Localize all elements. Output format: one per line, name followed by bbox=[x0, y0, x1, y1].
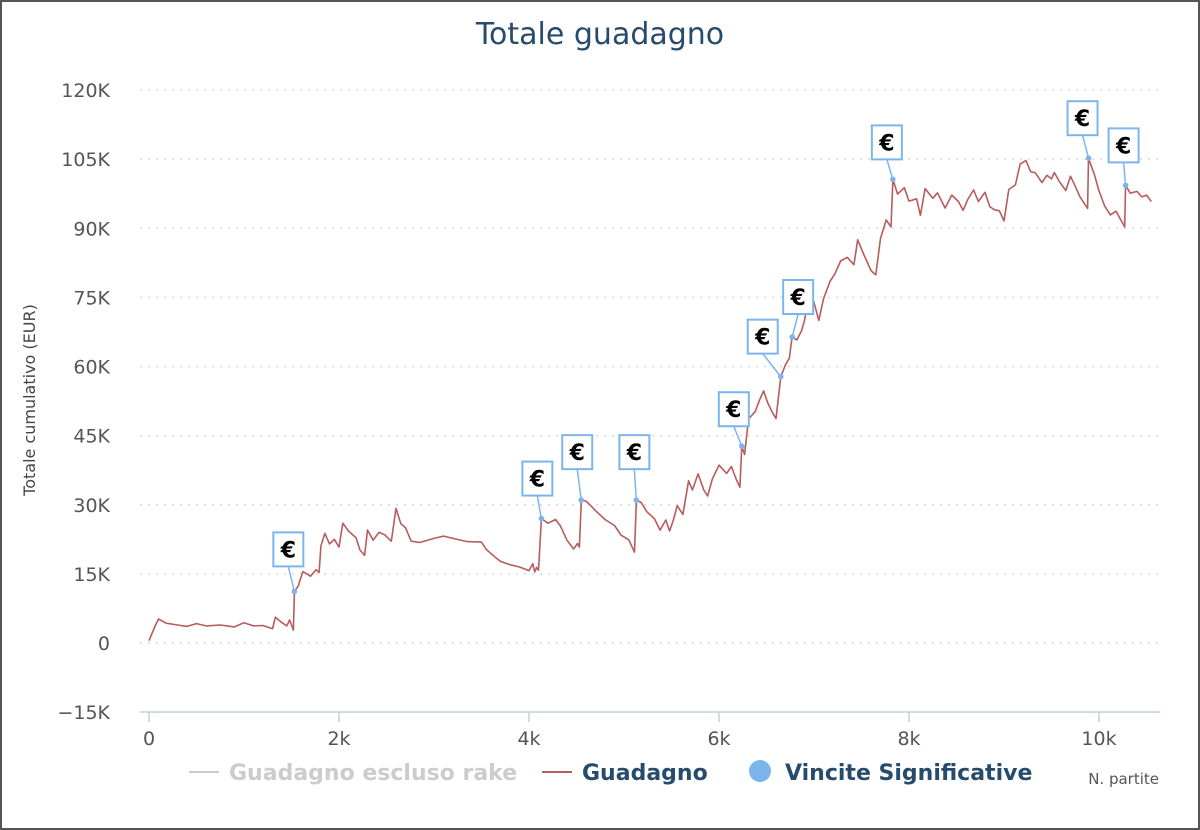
flag-point bbox=[890, 176, 896, 183]
y-tick-label: −15K bbox=[57, 702, 110, 724]
flag-point bbox=[1085, 155, 1092, 162]
flag-box bbox=[521, 460, 554, 497]
flag-box bbox=[618, 434, 651, 471]
x-tick-label: 2k bbox=[327, 728, 350, 750]
flag-box bbox=[1107, 127, 1140, 164]
legend-item-vincite[interactable]: Vincite Significative bbox=[749, 760, 1032, 786]
flag-stem bbox=[733, 425, 743, 447]
flag-box bbox=[561, 434, 594, 471]
y-tick-label: 45K bbox=[73, 426, 110, 448]
series-line-guadagno bbox=[148, 157, 1152, 642]
flag-marker[interactable]: € bbox=[870, 124, 903, 183]
legend-label-guadagno: Guadagno bbox=[582, 761, 708, 786]
flag-marker[interactable]: € bbox=[717, 391, 750, 450]
flag-point bbox=[538, 515, 545, 522]
flag-box bbox=[782, 279, 815, 316]
flag-label: € bbox=[569, 441, 585, 466]
flag-label: € bbox=[280, 538, 296, 563]
y-tick-label: 60K bbox=[73, 357, 110, 379]
series-layer bbox=[148, 157, 1152, 642]
flag-marker[interactable]: € bbox=[1107, 127, 1140, 189]
flag-stem bbox=[287, 566, 296, 592]
flag-marker[interactable]: € bbox=[746, 318, 784, 380]
flag-box bbox=[272, 531, 305, 568]
flag-label: € bbox=[754, 326, 770, 351]
flag-stem bbox=[886, 159, 894, 180]
y-tick-label: 105K bbox=[61, 149, 110, 171]
flag-stem bbox=[762, 353, 782, 378]
y-axis-label: Totale cumulativo (EUR) bbox=[20, 304, 39, 497]
legend-label-vincite: Vincite Significative bbox=[785, 761, 1032, 786]
flag-label: € bbox=[1115, 134, 1131, 159]
legend-item-guadagno[interactable]: Guadagno bbox=[542, 761, 708, 786]
flag-box bbox=[746, 318, 779, 355]
y-tick-label: 120K bbox=[61, 80, 110, 102]
x-tick-label: 4k bbox=[517, 728, 540, 750]
y-tick-label: 0 bbox=[98, 633, 110, 655]
y-tick-label: 30K bbox=[73, 495, 110, 517]
flag-point bbox=[578, 497, 585, 503]
flag-label: € bbox=[878, 131, 894, 156]
flags-layer: € € € € € € € € € € bbox=[272, 100, 1140, 595]
flag-stem bbox=[1081, 135, 1090, 159]
flag-point bbox=[739, 443, 745, 450]
y-tick-label: 90K bbox=[73, 218, 110, 240]
legend-label-escluso-rake: Guadagno escluso rake bbox=[229, 761, 517, 786]
x-tick-label: 10k bbox=[1081, 728, 1116, 750]
flag-marker[interactable]: € bbox=[618, 434, 651, 503]
flag-label: € bbox=[789, 286, 805, 311]
flag-stem bbox=[576, 469, 582, 501]
legend-item-escluso-rake[interactable]: Guadagno escluso rake bbox=[189, 761, 517, 786]
flag-point bbox=[1122, 182, 1129, 189]
flag-point bbox=[777, 373, 784, 380]
flag-point bbox=[633, 497, 640, 503]
flag-marker[interactable]: € bbox=[782, 279, 815, 340]
flag-label: € bbox=[626, 441, 642, 466]
flag-label: € bbox=[725, 398, 741, 423]
flag-point bbox=[291, 588, 298, 595]
flag-stem bbox=[1122, 162, 1127, 186]
y-tick-label: 15K bbox=[73, 564, 110, 586]
legend: Guadagno escluso rake Guadagno Vincite S… bbox=[189, 760, 1032, 786]
flag-box bbox=[717, 391, 750, 428]
flag-label: € bbox=[529, 468, 545, 493]
flag-marker[interactable]: € bbox=[521, 460, 554, 522]
x-tick-label: 6k bbox=[707, 728, 730, 750]
legend-marker-vincite bbox=[749, 760, 771, 782]
flag-stem bbox=[633, 469, 638, 501]
flag-marker[interactable]: € bbox=[561, 434, 594, 503]
grid-lines bbox=[140, 89, 1160, 713]
flag-marker[interactable]: € bbox=[272, 531, 305, 595]
flag-box bbox=[1066, 100, 1099, 137]
x-tick-label: 8k bbox=[897, 728, 920, 750]
x-tick-label: 0 bbox=[143, 728, 155, 750]
flag-stem bbox=[536, 495, 543, 519]
y-tick-label: 75K bbox=[73, 287, 110, 309]
flag-box bbox=[870, 124, 903, 161]
chart-title: Totale guadagno bbox=[475, 17, 724, 52]
flag-marker[interactable]: € bbox=[1066, 100, 1099, 162]
flag-stem bbox=[791, 313, 799, 338]
flag-point bbox=[789, 334, 795, 340]
flag-label: € bbox=[1074, 107, 1090, 132]
x-axis: 0 2k 4k 6k 8k 10k bbox=[140, 711, 1160, 750]
y-axis-ticks: −15K 0 15K 30K 45K 60K 75K 90K 105K 120K bbox=[57, 80, 110, 724]
x-axis-title: N. partite bbox=[1088, 770, 1159, 788]
